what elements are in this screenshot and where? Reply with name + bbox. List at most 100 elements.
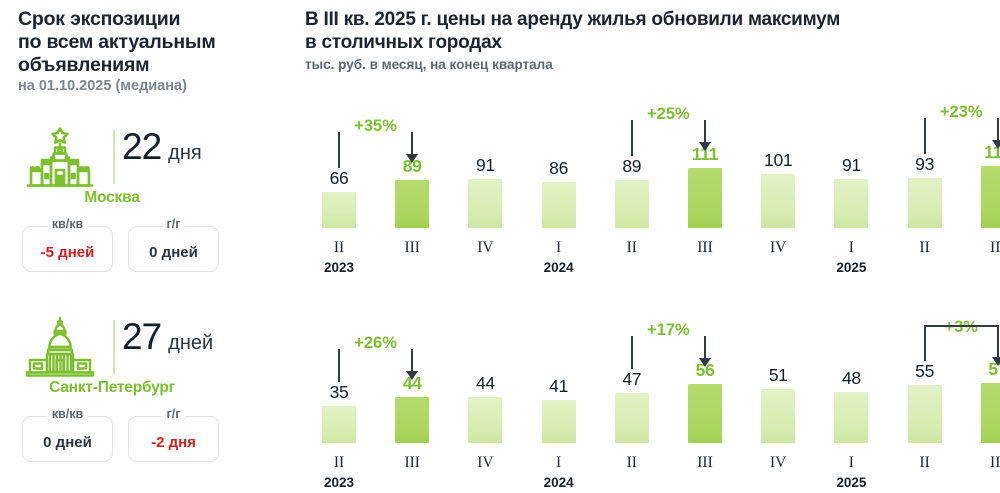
bar-Москва-I[interactable] [541, 182, 576, 228]
chart-spb: 35II44III44IV41I47II56III51IV48I55II57II… [300, 313, 1000, 493]
bar-Санкт-Петербург-IV[interactable] [468, 397, 503, 443]
annotation-start-tick [630, 120, 633, 156]
bar-value-label: 101 [764, 150, 793, 170]
bar-Москва-II[interactable] [322, 192, 356, 228]
annotation-arrow-shaft [411, 132, 414, 154]
badge-qoq-value-moscow: -5 дней [40, 244, 95, 261]
x-tick-quarter: IV [477, 239, 494, 256]
exposure-days-unit-moscow: дня [168, 142, 202, 164]
exposure-days-moscow: 22 дня [122, 128, 202, 165]
city-name-spb: Санкт-Петербург [49, 379, 175, 396]
bar-Санкт-Петербург-III[interactable] [980, 383, 1000, 443]
badge-qoq-moscow[interactable]: кв/кв -5 дней [22, 218, 113, 272]
bar-value-label: 44 [475, 373, 495, 393]
x-tick-year: 2025 [836, 260, 867, 275]
badge-yoy-spb[interactable]: г/г -2 дня [128, 408, 219, 462]
exposure-days-unit-spb: дней [168, 332, 214, 354]
x-tick-quarter: I [556, 454, 562, 471]
exposure-days-value-spb: 27 [122, 316, 162, 357]
badge-group-spb: кв/кв 0 дней г/г -2 дня [22, 408, 219, 462]
annotation-arrow-shaft [411, 349, 414, 371]
growth-annotation-label: +17% [647, 321, 690, 339]
bar-value-label: 51 [768, 365, 788, 385]
page-title-line-3: объявлениям [18, 53, 150, 76]
annotation-arrow-head [991, 140, 1000, 149]
chart-title-line-1: В III кв. 2025 г. цены на аренду жилья о… [305, 9, 841, 30]
annotation-arrow-shaft [704, 336, 706, 358]
bar-Москва-IV[interactable] [761, 174, 796, 228]
badge-yoy-moscow[interactable]: г/г 0 дней [128, 218, 219, 272]
x-tick-quarter: I [848, 239, 854, 256]
annotation-start-tick [338, 132, 340, 168]
x-tick-quarter: III [404, 239, 420, 256]
bar-Санкт-Петербург-III[interactable] [688, 384, 722, 443]
badge-qoq-spb[interactable]: кв/кв 0 дней [22, 408, 113, 462]
badge-yoy-label-spb: г/г [161, 408, 186, 421]
page-title-line-1: Срок экспозиции [18, 8, 181, 30]
bar-Москва-I[interactable] [834, 179, 869, 228]
bar-Москва-III[interactable] [395, 180, 430, 228]
growth-annotation-label: +3% [925, 319, 998, 336]
annotation-start-tick [338, 349, 340, 382]
annotation-bracket-top [923, 325, 999, 327]
page-subtitle: на 01.10.2025 (медиана) [18, 78, 187, 94]
x-tick-quarter: III [697, 454, 713, 471]
annotation-arrow-head [699, 142, 711, 151]
bar-Москва-II[interactable] [614, 180, 649, 228]
bar-Санкт-Петербург-I[interactable] [541, 400, 576, 443]
x-tick-quarter: III [990, 239, 1000, 256]
bar-Санкт-Петербург-II[interactable] [322, 406, 356, 443]
bar-value-label: 89 [622, 156, 642, 176]
bar-value-label: 35 [329, 382, 349, 402]
growth-annotation-label: +26% [354, 334, 397, 352]
x-tick-quarter: I [556, 239, 562, 256]
badge-group-moscow: кв/кв -5 дней г/г 0 дней [22, 218, 219, 272]
plot-spb: 35II44III44IV41I47II56III51IV48I55II57II… [300, 313, 1000, 493]
bar-Санкт-Петербург-III[interactable] [395, 397, 430, 443]
city-header-spb: Санкт-Петербург 27 дней [0, 316, 290, 408]
growth-annotation-label: +23% [939, 103, 983, 121]
x-tick-quarter: II [333, 239, 345, 256]
bar-value-label: 66 [329, 168, 349, 188]
saint-isaac-cathedral-icon [22, 316, 98, 378]
divider-moscow [113, 130, 115, 184]
bar-value-label: 48 [841, 368, 861, 388]
badge-qoq-value-spb: 0 дней [43, 434, 92, 451]
x-tick-quarter: II [333, 454, 345, 471]
bar-value-label: 111 [691, 144, 719, 164]
bar-Москва-II[interactable] [907, 178, 942, 228]
bar-Санкт-Петербург-II[interactable] [614, 393, 649, 443]
bar-value-label: 55 [915, 361, 935, 381]
page-title: Срок экспозиции по всем актуальным объяв… [18, 8, 280, 76]
x-tick-quarter: II [919, 239, 930, 256]
divider-spb [113, 320, 115, 374]
annotation-arrow-shaft [996, 325, 999, 357]
bar-Санкт-Петербург-I[interactable] [834, 392, 869, 443]
x-tick-year: 2025 [836, 475, 867, 490]
bar-value-label: 91 [475, 155, 495, 175]
chart-moscow: 66 II 89 III 91 IV 86 I 89 II 111 III 101 IV 91 I 93 II 11… [300, 80, 1000, 280]
annotation-arrow-head [406, 371, 419, 380]
x-tick-year: 2023 [323, 260, 355, 275]
chart-title-line-2: в столичных городах [305, 32, 502, 54]
city-header-moscow: Москва 22 дня [0, 126, 290, 218]
x-tick-quarter: IV [770, 454, 787, 471]
x-tick-quarter: III [697, 239, 713, 256]
x-tick-quarter: III [990, 454, 1000, 471]
city-card-spb: Санкт-Петербург 27 дней кв/кв 0 дней г/г… [0, 316, 290, 462]
annotation-arrow-head [406, 154, 419, 163]
chart-title: В III кв. 2025 г. цены на аренду жилья о… [305, 8, 985, 55]
growth-annotation-label: +25% [647, 105, 690, 123]
bar-value-label: 91 [841, 155, 861, 175]
bar-Москва-IV[interactable] [468, 179, 503, 228]
badge-qoq-label-spb: кв/кв [46, 408, 89, 421]
bar-Москва-III[interactable] [980, 166, 1000, 228]
x-tick-quarter: II [626, 454, 637, 471]
badge-yoy-label-moscow: г/г [161, 218, 186, 231]
bar-Москва-III[interactable] [688, 168, 722, 228]
bar-value-label: 93 [915, 154, 935, 174]
bar-Санкт-Петербург-II[interactable] [907, 385, 942, 443]
bar-Санкт-Петербург-IV[interactable] [761, 389, 796, 443]
exposure-days-value-moscow: 22 [122, 126, 162, 167]
city-card-moscow: Москва 22 дня кв/кв -5 дней г/г 0 дней [0, 126, 290, 272]
